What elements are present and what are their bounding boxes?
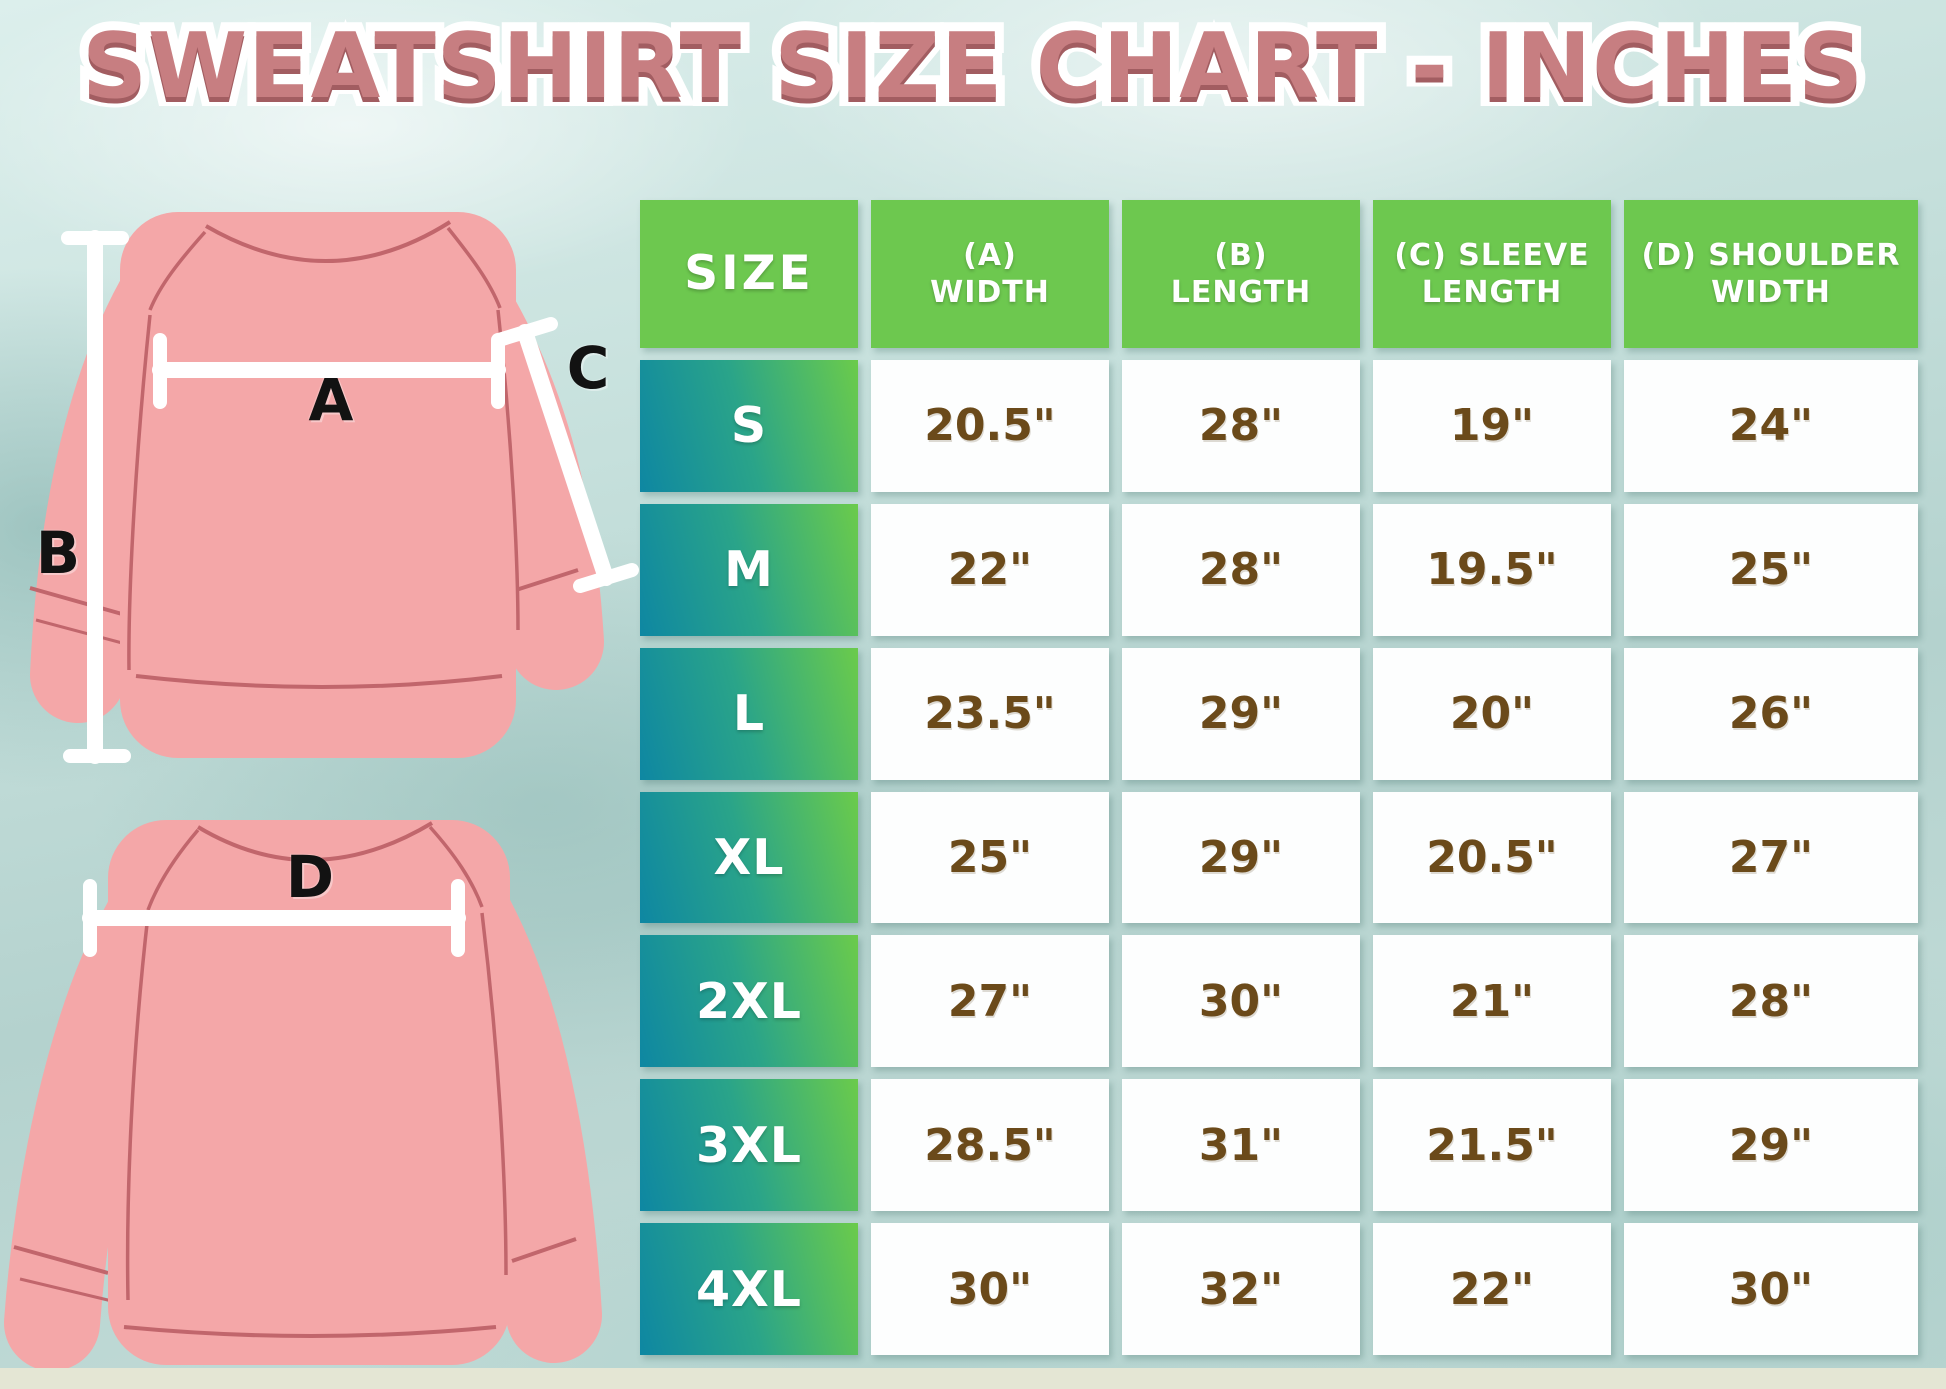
page-title: SWEATSHIRT SIZE CHART - INCHES SWEATSHIR… <box>0 11 1946 123</box>
size-label-4xl: 4XL <box>640 1223 858 1355</box>
value-s-sleeve: 19" <box>1373 360 1611 492</box>
column-header-length: (B) LENGTH <box>1122 200 1360 348</box>
value-m-sleeve: 19.5" <box>1373 503 1611 636</box>
column-header-sleeve-line2: LENGTH <box>1421 275 1563 310</box>
value-l-shoulder: 26" <box>1624 647 1918 780</box>
column-header-size-label: SIZE <box>684 245 814 301</box>
value-4xl-sleeve: 22" <box>1373 1223 1611 1355</box>
value-s-length: 28" <box>1122 360 1360 492</box>
front-collar-seam <box>196 821 434 862</box>
measurement-label-d: D <box>285 843 335 911</box>
size-label-s: S <box>640 360 858 492</box>
bottom-edge-strip <box>0 1368 1946 1389</box>
value-s-shoulder: 24" <box>1624 360 1918 492</box>
front-right-side-seam <box>480 912 508 1276</box>
value-xl-width: 25" <box>871 791 1109 924</box>
front-left-cuff-seam-2 <box>19 1277 113 1303</box>
column-header-shoulder-line1: (D) SHOULDER <box>1641 237 1901 273</box>
value-3xl-shoulder: 29" <box>1624 1079 1918 1212</box>
front-left-cuff-seam <box>13 1245 109 1275</box>
sweatshirt-front-diagram <box>4 820 602 1371</box>
page-title-outline: SWEATSHIRT SIZE CHART - INCHES <box>73 11 1872 123</box>
back-left-cuff-seam <box>29 586 123 616</box>
back-left-raglan-seam <box>148 230 207 311</box>
front-body <box>108 820 510 1365</box>
back-hem-seam <box>135 674 503 689</box>
column-header-width-line2: WIDTH <box>930 275 1050 310</box>
value-3xl-sleeve: 21.5" <box>1373 1079 1611 1212</box>
value-xl-shoulder: 27" <box>1624 791 1918 924</box>
value-xl-sleeve: 20.5" <box>1373 791 1611 924</box>
value-m-length: 28" <box>1122 503 1360 636</box>
column-header-size: SIZE <box>640 200 858 348</box>
value-2xl-length: 30" <box>1122 935 1360 1068</box>
value-l-length: 29" <box>1122 647 1360 780</box>
back-left-side-seam <box>127 314 152 671</box>
column-header-length-line2: LENGTH <box>1170 275 1312 310</box>
measurement-label-a: A <box>308 366 354 434</box>
value-m-shoulder: 25" <box>1624 503 1918 636</box>
value-4xl-width: 30" <box>871 1223 1109 1355</box>
value-3xl-width: 28.5" <box>871 1079 1109 1212</box>
measurement-label-c: C <box>566 334 610 402</box>
column-header-width: (A) WIDTH <box>871 200 1109 348</box>
value-4xl-length: 32" <box>1122 1223 1360 1355</box>
front-left-side-seam <box>125 914 150 1301</box>
value-l-sleeve: 20" <box>1373 647 1611 780</box>
back-collar-seam <box>204 220 452 263</box>
size-label-m: M <box>640 503 858 636</box>
back-body <box>120 212 516 758</box>
column-header-width-line1: (A) <box>963 237 1017 273</box>
column-header-shoulder-line2: WIDTH <box>1711 275 1831 310</box>
size-label-xl: XL <box>640 791 858 924</box>
measurement-label-b: B <box>35 519 81 587</box>
front-left-raglan-seam <box>146 828 200 911</box>
size-label-3xl: 3XL <box>640 1079 858 1212</box>
column-header-sleeve-length: (C) SLEEVE LENGTH <box>1373 200 1611 348</box>
size-label-l: L <box>640 647 858 780</box>
front-hem-seam <box>123 1325 497 1338</box>
back-left-cuff-seam-2 <box>35 618 127 646</box>
value-xl-length: 29" <box>1122 791 1360 924</box>
column-header-shoulder-width: (D) SHOULDER WIDTH <box>1624 200 1918 348</box>
front-right-cuff-seam <box>511 1237 577 1263</box>
value-2xl-width: 27" <box>871 935 1109 1068</box>
sweatshirt-back-diagram <box>29 212 604 758</box>
back-right-raglan-seam <box>446 226 502 309</box>
size-table: SIZE (A) WIDTH (B) LENGTH (C) SLEEVE LEN… <box>640 200 1918 1355</box>
value-m-width: 22" <box>871 503 1109 636</box>
page-title-text: SWEATSHIRT SIZE CHART - INCHES <box>82 14 1864 119</box>
front-right-raglan-seam <box>428 825 484 908</box>
value-4xl-shoulder: 30" <box>1624 1223 1918 1355</box>
value-2xl-sleeve: 21" <box>1373 935 1611 1068</box>
column-header-sleeve-line1: (C) SLEEVE <box>1394 237 1590 273</box>
value-2xl-shoulder: 28" <box>1624 935 1918 1068</box>
value-l-width: 23.5" <box>871 647 1109 780</box>
value-s-width: 20.5" <box>871 360 1109 492</box>
value-3xl-length: 31" <box>1122 1079 1360 1212</box>
size-label-2xl: 2XL <box>640 935 858 1068</box>
column-header-length-line1: (B) <box>1214 237 1268 273</box>
